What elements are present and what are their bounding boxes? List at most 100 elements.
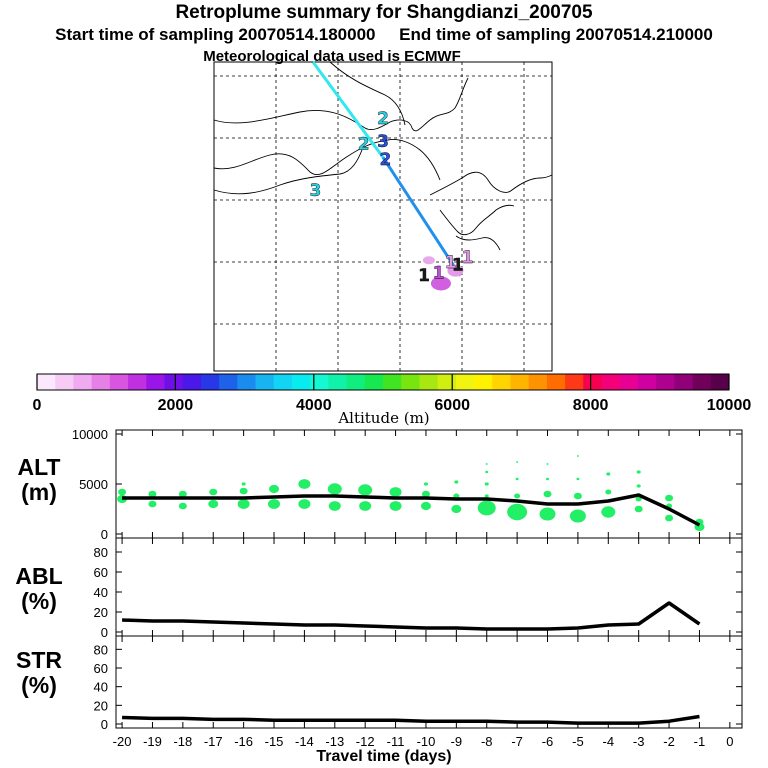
altitude-scatter-point — [268, 499, 281, 509]
altitude-scatter-point — [485, 463, 488, 465]
altitude-scatter-point — [546, 463, 549, 465]
colorbar-swatch — [273, 374, 293, 390]
y-tick-label: 40 — [94, 680, 108, 695]
altitude-scatter-point — [484, 482, 489, 486]
colorbar-swatch — [637, 374, 657, 390]
x-tick-label: -17 — [204, 734, 223, 749]
map-frame — [213, 61, 553, 372]
abl-ylabel-unit: (%) — [21, 588, 57, 614]
colorbar-swatch — [200, 374, 220, 390]
colorbar-swatch — [510, 374, 530, 390]
altitude-scatter-point — [634, 505, 643, 513]
abl-ylabel-name: ABL — [15, 563, 63, 589]
colorbar-swatch — [219, 374, 238, 390]
altitude-scatter-point — [241, 482, 246, 486]
altitude-scatter-point — [485, 470, 489, 474]
x-tick-label: -8 — [481, 734, 493, 749]
y-tick-label: 5000 — [79, 477, 108, 492]
plume-label: 1 — [445, 253, 457, 273]
colorbar-swatch — [674, 374, 694, 390]
altitude-scatter-point — [118, 488, 127, 496]
y-tick-label: 0 — [101, 717, 108, 732]
colorbar-title: Altitude (m) — [338, 409, 430, 427]
panel-frame — [115, 429, 743, 539]
plume-segment — [381, 156, 462, 277]
colorbar-swatch — [474, 374, 493, 390]
altitude-scatter-point — [665, 494, 674, 502]
x-tick-label: -13 — [325, 734, 344, 749]
colorbar-swatch — [37, 374, 56, 390]
x-tick-label: -19 — [143, 734, 162, 749]
x-tick-label: -16 — [234, 734, 253, 749]
x-tick-label: -6 — [542, 734, 554, 749]
altitude-scatter-point — [569, 509, 586, 523]
y-tick-label: 80 — [94, 642, 108, 657]
x-tick-label: -14 — [295, 734, 314, 749]
altitude-scatter-point — [327, 483, 342, 495]
plume-segment — [311, 61, 385, 159]
altitude-scatter-point — [298, 499, 311, 509]
str-ylabel: STR (%) — [0, 648, 84, 698]
altitude-scatter-point — [665, 514, 674, 522]
altitude-scatter-point — [515, 477, 519, 481]
x-tick-label: -5 — [572, 734, 584, 749]
x-tick-label: -7 — [511, 734, 523, 749]
plume-label: 1 — [433, 263, 445, 283]
altitude-scatter-point — [636, 470, 641, 474]
altitude-scatter-point — [635, 496, 642, 502]
altitude-scatter-point — [636, 484, 641, 488]
x-tick-label: 0 — [726, 734, 733, 749]
str-ylabel-name: STR — [16, 647, 62, 673]
x-tick-label: -3 — [633, 734, 645, 749]
colorbar-swatch — [619, 374, 639, 390]
x-tick-label: -1 — [694, 734, 706, 749]
altitude-scatter-point — [606, 472, 611, 476]
plume-label: 3 — [377, 132, 389, 152]
alt-ylabel-name: ALT — [17, 454, 61, 480]
colorbar-swatch — [692, 374, 712, 390]
colorbar-swatch — [364, 374, 384, 390]
colorbar-swatch — [182, 374, 202, 390]
plume-label: 1 — [418, 266, 430, 286]
x-tick-label: -10 — [417, 734, 436, 749]
altitude-scatter-point — [148, 490, 157, 498]
plume-label: 1 — [462, 248, 474, 268]
colorbar-tick-label: 10000 — [707, 397, 752, 414]
altitude-scatter-point — [601, 506, 616, 518]
colorbar-swatch — [146, 374, 165, 390]
colorbar-swatch — [291, 374, 311, 390]
altitude-scatter-point — [208, 499, 219, 509]
altitude-scatter-point — [328, 501, 341, 511]
y-tick-label: 0 — [101, 527, 108, 542]
altitude-scatter-point — [237, 499, 250, 509]
x-tick-label: -20 — [113, 734, 132, 749]
map-gridlines — [214, 62, 552, 371]
colorbar-swatch — [419, 374, 439, 390]
altitude-scatter-point — [454, 480, 459, 484]
colorbar-swatch — [346, 374, 366, 390]
colorbar-swatch — [492, 374, 511, 390]
altitude-scatter-point — [539, 507, 556, 521]
colorbar-tick-label: 8000 — [573, 397, 609, 414]
colorbar-tick-label: 4000 — [296, 397, 332, 414]
altitude-scatter-point — [178, 490, 187, 498]
y-tick-label: 60 — [94, 661, 108, 676]
y-tick-label: 0 — [101, 625, 108, 640]
altitude-scatter-point — [573, 492, 582, 500]
colorbar-tick-label: 0 — [33, 397, 42, 414]
y-tick-label: 40 — [94, 585, 108, 600]
altitude-scatter-point — [507, 503, 528, 521]
str-panel: 0 20 40 60 80 — [94, 635, 743, 732]
series-line — [122, 601, 701, 631]
colorbar-swatch — [601, 374, 621, 390]
y-tick-label: 20 — [94, 698, 108, 713]
x-tick-label: -15 — [265, 734, 284, 749]
series-line — [122, 493, 701, 527]
altitude-scatter-point — [421, 490, 430, 498]
colorbar-swatch — [565, 374, 584, 390]
y-tick-label: 20 — [94, 605, 108, 620]
colorbar-swatch — [73, 374, 93, 390]
y-tick-label: 80 — [94, 545, 108, 560]
colorbar-swatch — [255, 374, 275, 390]
